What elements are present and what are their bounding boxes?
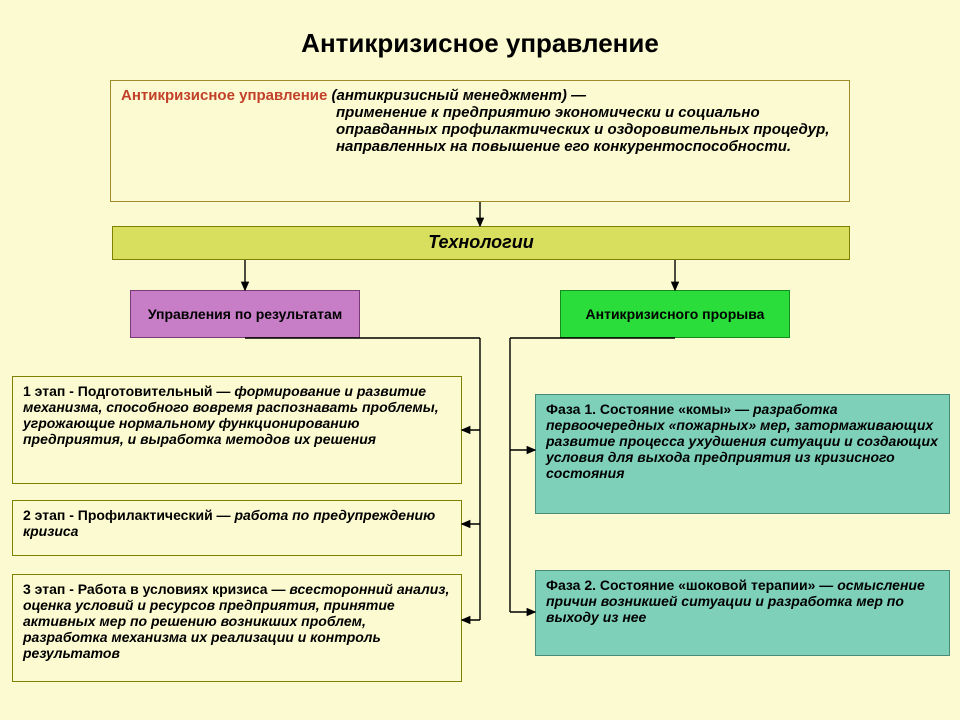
left-stage-1: 1 этап - Подготовительный — формирование…	[12, 376, 462, 484]
left-stage-3: 3 этап - Работа в условиях кризиса — все…	[12, 574, 462, 682]
stage-title: 3 этап - Работа в условиях кризиса —	[23, 581, 289, 597]
page-title: Антикризисное управление	[0, 28, 960, 59]
stage-title: Фаза 1. Состояние «комы» —	[546, 401, 753, 417]
stage-title: Фаза 2. Состояние «шоковой терапии» —	[546, 577, 837, 593]
definition-body: применение к предприятию экономически и …	[336, 104, 839, 155]
definition-box: Антикризисное управление (антикризисный …	[110, 80, 850, 202]
definition-tail: (антикризисный менеджмент) —	[327, 87, 586, 104]
stage-title: 2 этап - Профилактический —	[23, 507, 234, 523]
branch-left: Управления по результатам	[130, 290, 360, 338]
technologies-header: Технологии	[112, 226, 850, 260]
definition-lead: Антикризисное управление	[121, 87, 327, 104]
right-stage-1: Фаза 1. Состояние «комы» — разработка пе…	[535, 394, 950, 514]
branch-right: Антикризисного прорыва	[560, 290, 790, 338]
left-stage-2: 2 этап - Профилактический — работа по пр…	[12, 500, 462, 556]
stage-title: 1 этап - Подготовительный —	[23, 383, 234, 399]
right-stage-2: Фаза 2. Состояние «шоковой терапии» — ос…	[535, 570, 950, 656]
